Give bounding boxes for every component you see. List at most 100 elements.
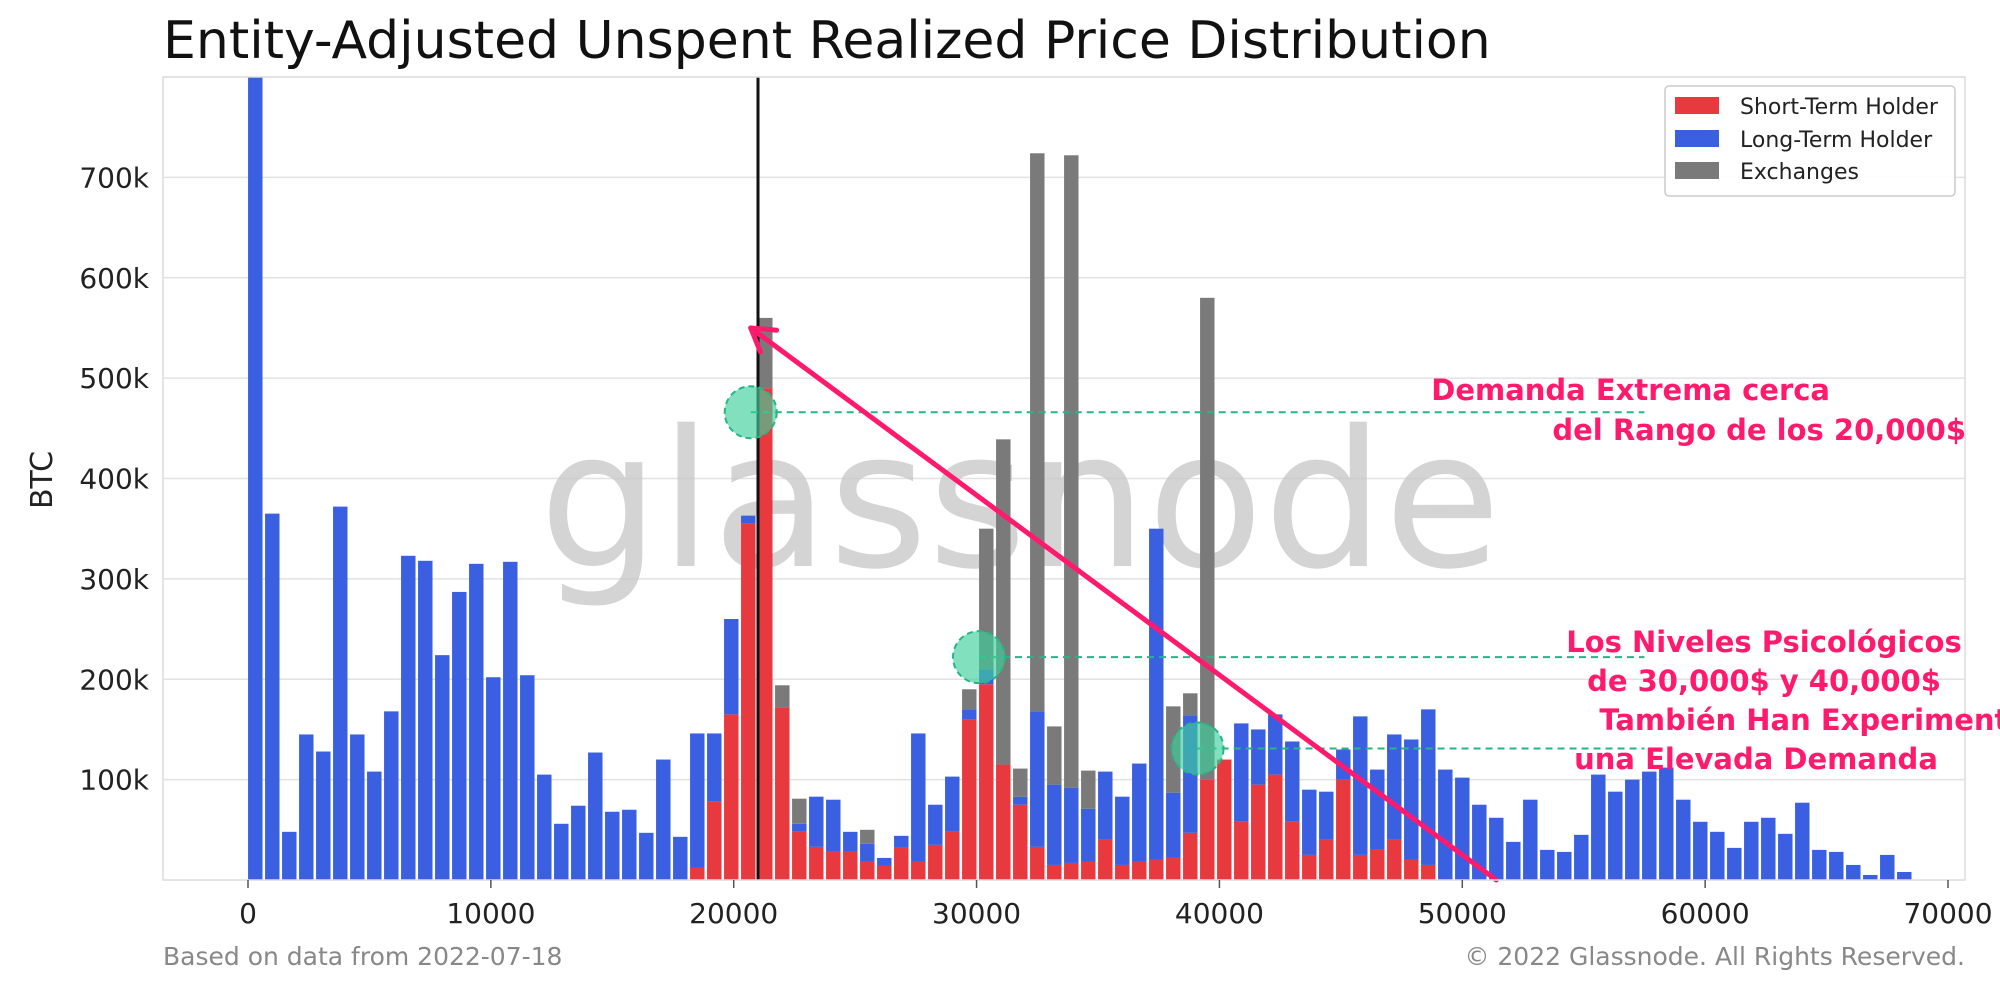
bar-exchanges-31: [775, 685, 790, 708]
bar-long-term-85: [1693, 821, 1708, 880]
annotation-20k: Demanda Extrema cerca del Rango de los 2…: [1431, 373, 1966, 447]
bar-long-term-23: [639, 832, 654, 880]
bar-long-term-90: [1778, 833, 1793, 880]
bar-long-term-25: [673, 836, 688, 880]
bar-short-term-55: [1183, 832, 1198, 880]
bar-short-term-58: [1234, 821, 1249, 880]
x-tick-label: 50000: [1418, 897, 1507, 930]
bar-short-term-68: [1404, 859, 1419, 880]
legend-swatch-exchanges: [1675, 162, 1719, 179]
bar-short-term-26: [690, 867, 705, 880]
y-tick-label: 700k: [79, 161, 149, 194]
y-tick-label: 200k: [79, 663, 149, 696]
bar-long-term-86: [1710, 831, 1725, 880]
bar-long-term-18: [554, 823, 569, 880]
annotation-30k-line-3: También Han Experimentado: [1599, 703, 2000, 737]
bar-long-term-20: [588, 752, 603, 880]
bar-long-term-9: [401, 555, 416, 880]
bar-short-term-69: [1421, 864, 1436, 880]
bar-long-term-78: [1574, 834, 1589, 880]
bar-long-term-92: [1812, 849, 1827, 880]
bar-long-term-48: [1064, 787, 1079, 863]
bar-short-term-29: [741, 523, 756, 880]
demand-markers: [723, 385, 1645, 776]
bar-long-term-72: [1472, 804, 1487, 880]
bar-long-term-12: [452, 591, 467, 880]
bar-long-term-15: [503, 561, 518, 880]
bar-short-term-46: [1030, 846, 1045, 880]
bar-long-term-27: [707, 733, 722, 802]
bar-long-term-96: [1880, 854, 1895, 880]
bar-long-term-40: [928, 804, 943, 845]
legend-swatch-short-term: [1675, 97, 1719, 114]
arrow-head: [748, 325, 780, 355]
bar-short-term-64: [1336, 779, 1351, 880]
annotation-30k-line-1: Los Niveles Psicológicos: [1566, 625, 1962, 659]
bar-short-term-50: [1098, 839, 1113, 880]
y-tick-label: 300k: [79, 563, 149, 596]
bar-short-term-59: [1251, 784, 1266, 880]
bar-long-term-88: [1744, 821, 1759, 880]
marker-circle-1: [952, 630, 1006, 685]
bar-short-term-57: [1217, 759, 1232, 880]
bar-long-term-29: [741, 515, 756, 524]
bar-long-term-59: [1251, 729, 1266, 785]
bar-exchanges-32: [792, 798, 807, 824]
bar-long-term-2: [282, 831, 297, 880]
bar-long-term-75: [1523, 799, 1538, 880]
y-axis-ticks: 100k 200k 300k 400k 500k 600k 700k: [79, 161, 149, 796]
bar-long-term-51: [1115, 796, 1130, 865]
bar-short-term-37: [877, 865, 892, 880]
bar-short-term-44: [996, 764, 1011, 880]
y-tick-label: 100k: [79, 764, 149, 797]
bar-long-term-93: [1829, 851, 1844, 880]
bar-long-term-32: [792, 823, 807, 832]
bar-long-term-81: [1625, 779, 1640, 880]
bar-long-term-71: [1455, 777, 1470, 880]
bar-short-term-38: [894, 847, 909, 880]
bar-long-term-62: [1302, 789, 1317, 855]
bars: [248, 77, 1912, 880]
bar-short-term-27: [707, 801, 722, 880]
bar-long-term-69: [1421, 709, 1436, 865]
bar-long-term-83: [1659, 767, 1674, 880]
bar-long-term-22: [622, 809, 637, 880]
bar-short-term-43: [979, 684, 994, 880]
bar-short-term-49: [1081, 861, 1096, 880]
bar-short-term-33: [809, 846, 824, 880]
x-tick-label: 70000: [1903, 897, 1992, 930]
bar-long-term-84: [1676, 799, 1691, 880]
bar-short-term-48: [1064, 862, 1079, 880]
bar-long-term-74: [1506, 841, 1521, 880]
bar-long-term-28: [724, 619, 739, 715]
bar-short-term-61: [1285, 821, 1300, 880]
bar-long-term-79: [1591, 774, 1606, 880]
bar-long-term-33: [809, 796, 824, 847]
bar-exchanges-47: [1047, 726, 1062, 785]
bar-short-term-32: [792, 831, 807, 880]
bar-long-term-50: [1098, 771, 1113, 840]
bar-long-term-36: [860, 843, 875, 862]
bar-exchanges-48: [1064, 155, 1079, 788]
bar-long-term-41: [945, 776, 960, 832]
bar-long-term-67: [1387, 734, 1402, 840]
bar-short-term-65: [1353, 854, 1368, 880]
chart-title: Entity-Adjusted Unspent Realized Price D…: [163, 11, 1491, 71]
x-tick-label: 10000: [446, 897, 535, 930]
bar-long-term-1: [265, 513, 280, 880]
arrow-line: [748, 325, 1499, 883]
marker-circle-0: [723, 385, 778, 440]
bar-long-term-34: [826, 799, 841, 852]
trend-arrow: [748, 325, 1499, 883]
bar-long-term-10: [418, 560, 433, 880]
bar-exchanges-36: [860, 829, 875, 844]
bar-long-term-37: [877, 857, 892, 866]
x-tick-label: 0: [239, 897, 257, 930]
bar-short-term-67: [1387, 839, 1402, 880]
legend-label-exchanges: Exchanges: [1740, 160, 1859, 185]
bar-short-term-30: [758, 388, 773, 880]
annotation-20k-line-2: del Rango de los 20,000$: [1552, 413, 1966, 447]
marker-circle-2: [1170, 721, 1225, 776]
legend-label-long-term: Long-Term Holder: [1740, 128, 1933, 153]
bar-short-term-52: [1132, 861, 1147, 880]
